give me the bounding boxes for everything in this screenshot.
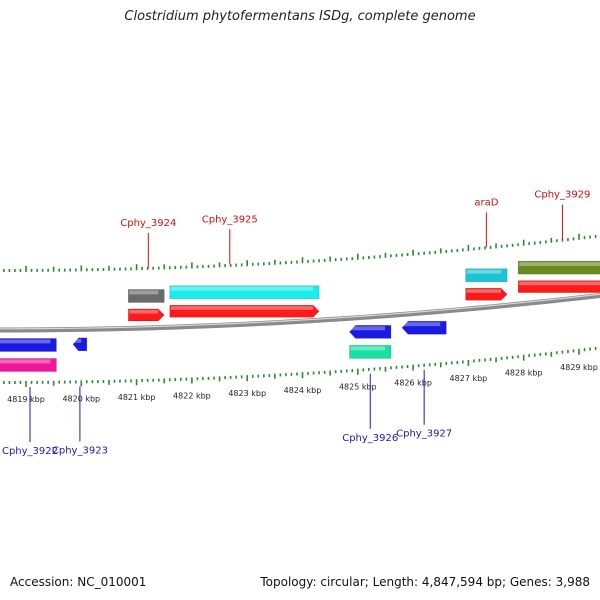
ruler-label: 4828 kbp [505,369,543,378]
reverse-gene-Cphy_3926-shine [350,326,385,331]
map-title: Clostridium phytofermentans ISDg, comple… [124,9,476,24]
ruler-label: 4823 kbp [228,389,266,398]
genome-stats-text: Topology: circular; Length: 4,847,594 bp… [260,575,590,589]
forward-gene-Cphy_3924 [128,308,165,322]
reverse-gene-Cphy_3927 [401,320,447,335]
forward-gene-Cphy_3929 [517,280,600,293]
forward-gene-label: Cphy_3929 [534,190,590,201]
ruler-label: 4822 kbp [173,391,211,400]
reverse-gene-Cphy_3923-shine [74,338,82,343]
forward-gene-Cphy_3929-shine [519,281,600,286]
reverse-gene-label: Cphy_3923 [52,445,108,456]
forward-gene-araD [465,287,508,301]
ruler-label: 4821 kbp [118,393,156,402]
forward-gene-Cphy_3925 [169,304,320,318]
reverse-gene-label: Cphy_3922 [2,446,58,457]
genome-backbone [0,292,600,333]
genome-backbone-highlight [0,293,600,330]
ruler-label: 4827 kbp [450,374,488,383]
reverse-gene-Cphy_3926 [349,325,392,339]
reverse-gene-Cphy_3927-shine [403,322,441,327]
reverse-gene-Cphy_3923 [72,337,88,352]
ruler-label: 4826 kbp [394,379,432,388]
forward-gene-Cphy_3924-shine [129,309,159,314]
ruler-label: 4820 kbp [62,394,100,403]
forward-gene-araD-shine [466,289,502,293]
ruler-label: 4824 kbp [284,386,322,395]
feature-araD [465,268,508,283]
forward-gene-Cphy_3925-shine [170,306,314,310]
feature-Cphy_3924 [128,289,165,303]
forward-gene-label: Cphy_3925 [202,214,258,225]
feature-Cphy_3925 [169,285,320,300]
ruler-label: 4819 kbp [7,395,45,404]
forward-gene-label: araD [474,197,498,208]
reverse-gene-Cphy_3922-shine [0,339,51,344]
forward-gene-label: Cphy_3924 [120,218,176,229]
reverse-gene-label: Cphy_3926 [342,433,398,444]
reverse-gene-label: Cphy_3927 [396,429,452,440]
feature-Cphy_3929-shine [519,262,600,267]
feature-Cphy_3929 [517,260,600,275]
feature-Cphy_3926-shine [350,346,385,351]
feature-Cphy_3925-shine [170,286,314,291]
accession-text: Accession: NC_010001 [10,575,147,589]
ruler-label: 4825 kbp [339,383,377,392]
feature-araD-shine [466,269,502,274]
feature-Cphy_3922 [0,358,57,372]
feature-Cphy_3926 [349,345,392,359]
ruler-label: 4829 kbp [560,363,598,372]
reverse-gene-Cphy_3922 [0,338,57,352]
feature-Cphy_3922-shine [0,359,51,364]
feature-Cphy_3924-shine [129,290,159,295]
